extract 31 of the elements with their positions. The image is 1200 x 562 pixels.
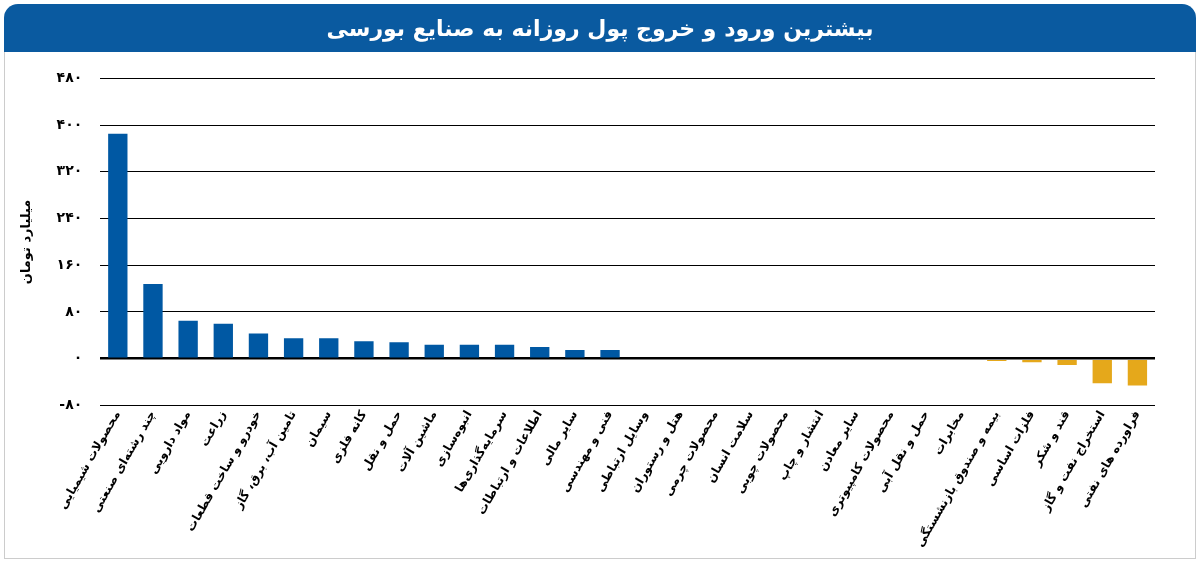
y-tick-label: ۴۸۰ [56,69,83,86]
y-tick-label: ۳۲۰ [56,162,83,179]
bar [1092,359,1112,384]
bar [143,283,163,358]
y-tick-label: ۸۰ [65,302,83,319]
chart-title: بیشترین ورود و خروج پول روزانه به صنایع بورسی [4,4,1196,52]
bar [283,338,304,358]
bar [600,349,620,358]
y-tick-label: ۰ [73,349,83,366]
y-tick-label: ۱۶۰ [56,255,83,272]
bar [494,344,515,358]
bar [424,344,444,358]
y-tick-label: ۲۴۰ [56,209,83,226]
y-axis-title: میلیارد تومان [18,199,34,285]
bar [459,344,480,358]
y-tick-label: ۴۰۰ [56,115,83,132]
bar [108,133,128,358]
bar [354,341,374,358]
x-tick-label: سیمان [302,408,335,450]
x-tick-label: زراعت [197,407,229,449]
bar [178,320,198,358]
y-tick-label: -۸۰ [59,396,83,413]
bar [319,338,339,358]
bar [1022,359,1042,363]
bar [389,342,409,358]
bar [1127,359,1148,386]
bar [248,333,269,358]
bar [1057,359,1077,366]
bar [565,349,585,358]
bar [530,347,550,358]
bar [213,323,233,358]
